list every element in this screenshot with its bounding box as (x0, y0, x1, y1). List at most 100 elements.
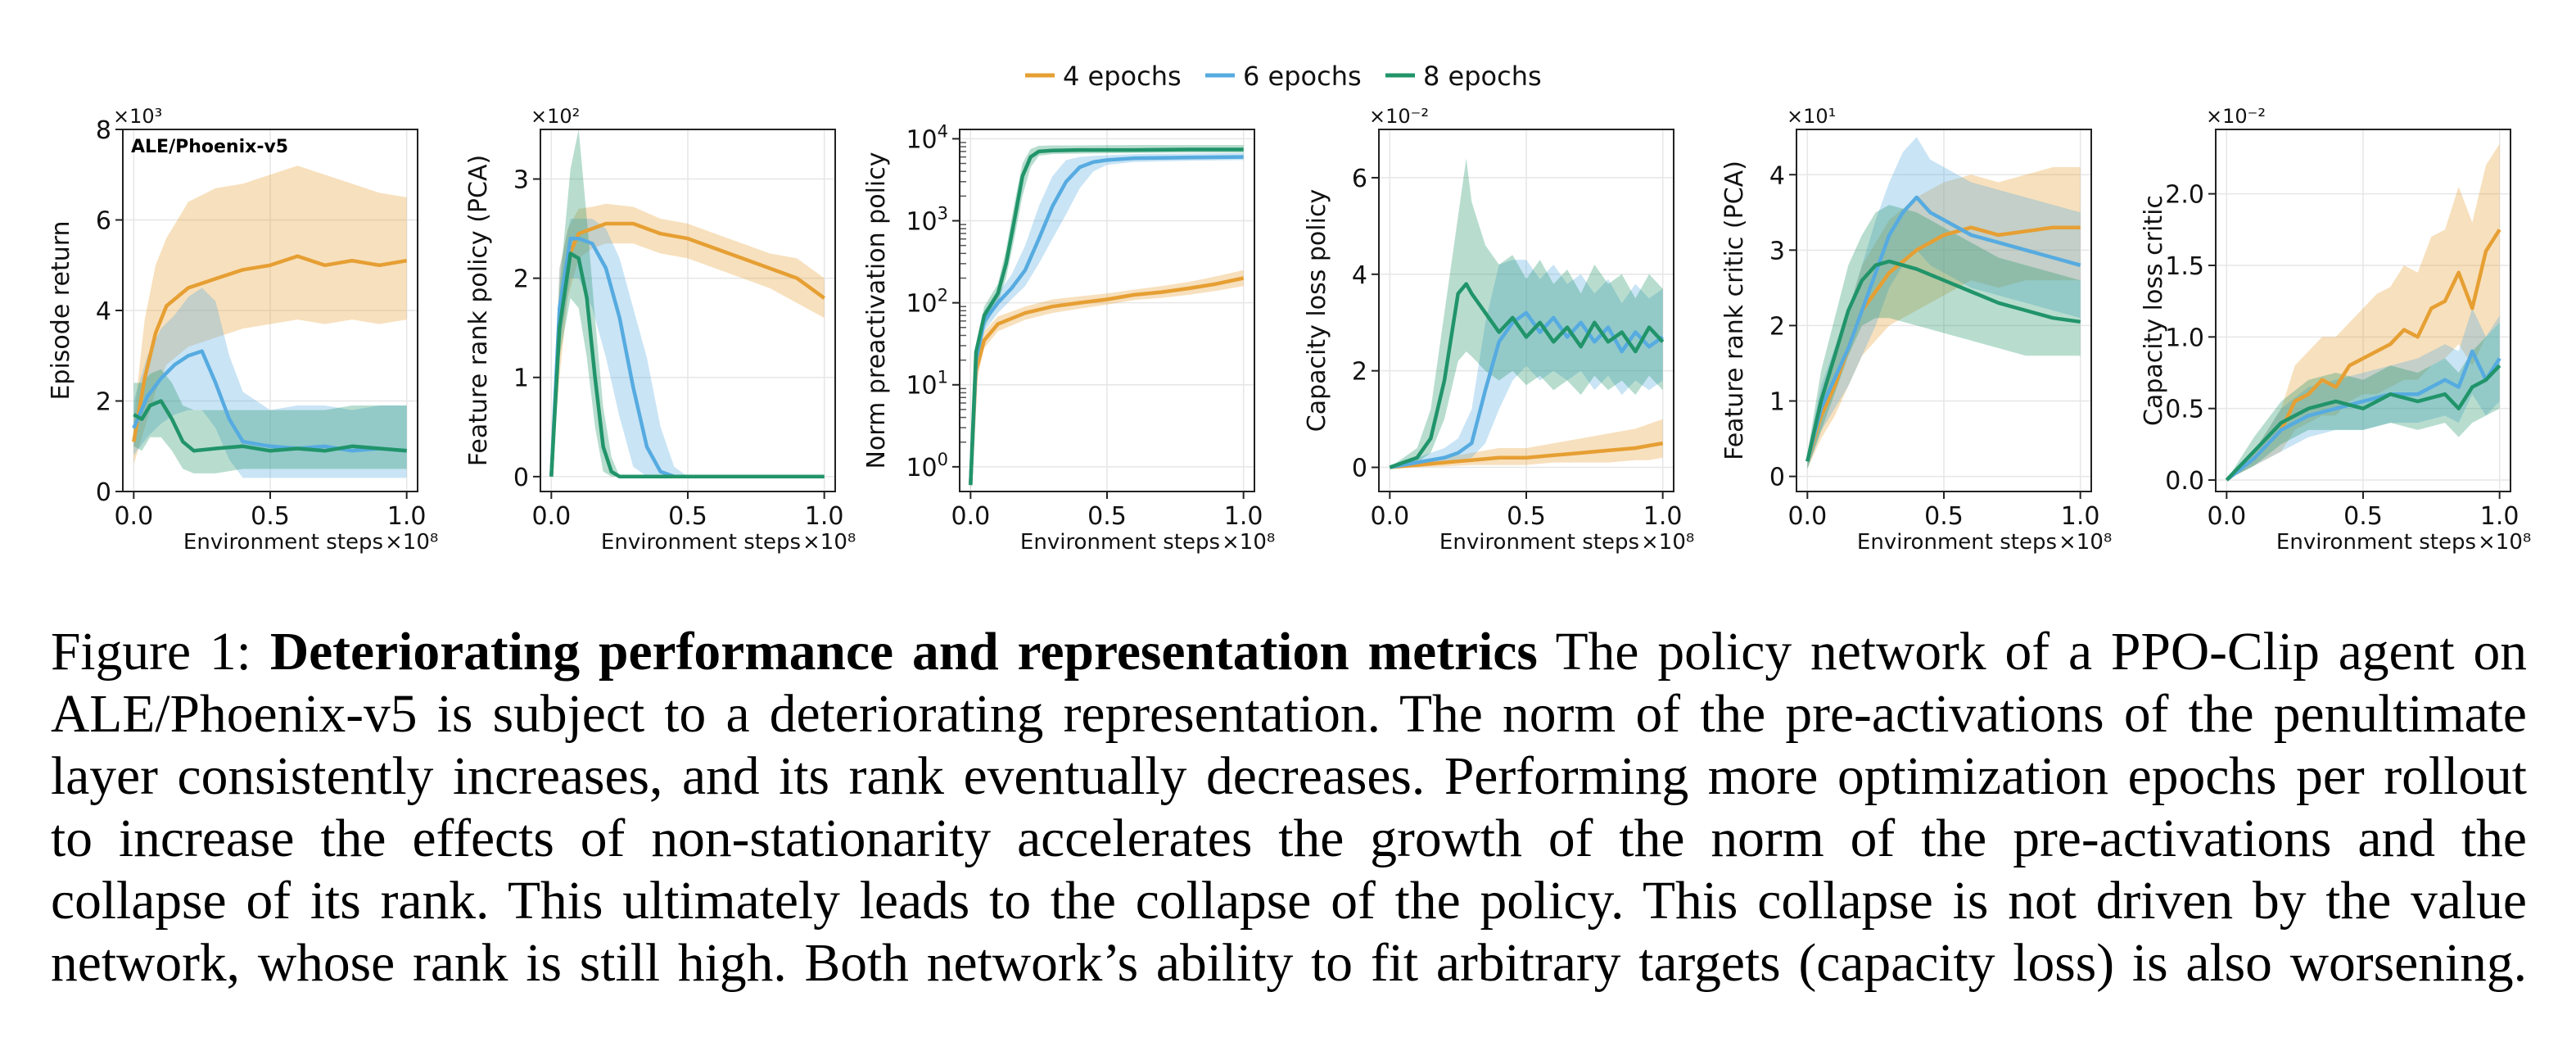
x-axis-label: Environment steps (183, 530, 383, 555)
x-tick-label: 0.5 (1087, 502, 1127, 531)
y-tick-label: 4 (1769, 161, 1785, 190)
x-tick-label: 0.5 (251, 502, 290, 531)
y-tick-label: 2 (96, 388, 111, 417)
y-tick-label: 1.5 (2165, 252, 2204, 281)
caption-label: Figure 1: (51, 623, 251, 682)
x-multiplier: ×10⁸ (802, 530, 856, 555)
line-8-epochs (1805, 259, 2081, 462)
band-6-epochs (1390, 260, 1663, 468)
y-tick-label: 2 (513, 265, 529, 294)
chart-norm-preactivation: 0.0 0.5 1.0 100 101 102 103 104 Environment step… (862, 121, 1275, 555)
band-6-epochs (551, 219, 825, 477)
chart-capacity-loss-policy: 0.0 0.5 1.0 0 2 4 6 Environment steps ×10⁸ ×10⁻² C… (1303, 105, 1694, 555)
line-4-epochs (2225, 229, 2501, 482)
line-4-epochs (1390, 441, 1664, 469)
band-8-epochs (551, 129, 825, 477)
grid (960, 129, 1254, 491)
x-tick-label: 0.5 (1924, 502, 1964, 531)
line-4-epochs (969, 276, 1245, 486)
x-axis-label: Environment steps (1857, 530, 2057, 555)
line-6-epochs (1805, 195, 2081, 462)
y-tick-label: 0 (513, 464, 529, 492)
caption-line-6: network, whose rank is still high. Both … (51, 934, 2527, 993)
y-tick-label: 0 (1352, 455, 1367, 483)
y-tick-label: 103 (906, 204, 948, 237)
legend-label: 8 epochs (1423, 61, 1542, 92)
legend-label: 6 epochs (1243, 61, 1362, 92)
caption-line-1: Figure 1: Deteriorating performance and … (51, 621, 2527, 683)
band-4-epochs (133, 165, 407, 464)
x-tick-label: 0.0 (951, 502, 990, 531)
y-tick-label: 100 (906, 450, 948, 482)
y-tick-label: 101 (906, 368, 948, 401)
band-4-epochs (1807, 167, 2081, 469)
y-multiplier: ×10⁻² (1369, 105, 1429, 128)
x-multiplier: ×10⁸ (385, 530, 438, 555)
x-multiplier: ×10⁸ (1222, 530, 1275, 555)
line-8-epochs (549, 251, 825, 479)
y-tick-label: 4 (96, 297, 111, 326)
x-tick-label: 0.0 (1787, 502, 1827, 531)
line-4-epochs (132, 254, 408, 442)
y-multiplier: ×10³ (113, 105, 162, 128)
y-axis-label: Norm preactivation policy (862, 152, 891, 469)
x-axis-label: Environment steps (601, 530, 801, 555)
x-tick-label: 1.0 (2480, 502, 2520, 531)
y-tick-label: 1 (1769, 388, 1785, 417)
x-tick-label: 0.0 (114, 502, 153, 531)
y-axis-label: Feature rank critic (PCA) (1720, 161, 1749, 460)
caption-line-4: to increase the effects of non-stationar… (51, 809, 2527, 868)
panel-title: ALE/Phoenix-v5 (131, 137, 288, 157)
y-tick-label: 4 (1352, 261, 1367, 290)
band-6-epochs (1807, 137, 2081, 469)
x-tick-label: 0.0 (2207, 502, 2246, 531)
caption-line-3: layer consistently increases, and its ra… (51, 747, 2527, 806)
x-tick-label: 0.5 (1507, 502, 1546, 531)
x-tick-label: 1.0 (1643, 502, 1683, 531)
y-tick-label: 0.0 (2165, 467, 2204, 496)
caption-text-1: The policy network of a PPO-Clip agent o… (1555, 623, 2527, 682)
y-tick-label: 1 (513, 365, 529, 393)
band-6-epochs (2226, 308, 2500, 480)
figure-panels: 4 epochs 6 epochs 8 epochs 0.0 0.5 1.0 0 2 4 6 8 E… (47, 61, 2531, 555)
x-tick-label: 0.0 (531, 502, 571, 531)
legend-label: 4 epochs (1063, 61, 1182, 92)
chart-episode-return: 0.0 0.5 1.0 0 2 4 6 8 Environment steps ×10⁸ ×10³ E… (47, 105, 438, 555)
line-4-epochs (1805, 225, 2081, 462)
y-tick-label: 0.5 (2165, 396, 2204, 424)
x-multiplier: ×10⁸ (2478, 530, 2531, 555)
x-multiplier: ×10⁸ (1641, 530, 1694, 555)
y-tick-label: 3 (1769, 237, 1785, 265)
x-axis-label: Environment steps (1020, 530, 1220, 555)
band-4-epochs (551, 203, 825, 477)
x-tick-label: 1.0 (805, 502, 844, 531)
y-axis-label: Feature rank policy (PCA) (464, 155, 493, 466)
band-4-epochs (2226, 143, 2500, 480)
x-multiplier: ×10⁸ (2059, 530, 2112, 555)
x-tick-label: 1.0 (2061, 502, 2100, 531)
y-tick-label: 102 (906, 286, 948, 319)
legend-item-3: 8 epochs (1385, 61, 1542, 92)
y-axis-label: Capacity loss policy (1303, 189, 1331, 432)
y-tick-label: 104 (906, 121, 948, 154)
y-axis-label: Episode return (47, 220, 75, 400)
y-tick-label: 0 (1769, 464, 1785, 492)
y-tick-label: 2.0 (2165, 181, 2204, 210)
legend-item-1: 4 epochs (1025, 61, 1182, 92)
caption-line-2: ALE/Phoenix-v5 is subject to a deteriora… (51, 685, 2527, 744)
x-tick-label: 1.0 (387, 502, 427, 531)
x-axis-label: Environment steps (1439, 530, 1639, 555)
legend-item-2: 6 epochs (1205, 61, 1362, 92)
line-8-epochs (969, 147, 1244, 486)
y-tick-label: 3 (513, 166, 529, 195)
line-8-epochs (133, 399, 407, 453)
y-multiplier: ×10² (531, 105, 580, 128)
y-tick-label: 6 (1352, 165, 1367, 193)
chart-capacity-loss-critic: 0.0 0.5 1.0 0.0 0.5 1.0 1.5 2.0 Environment step… (2140, 105, 2531, 555)
line-6-epochs (969, 155, 1244, 486)
y-axis-label: Capacity loss critic (2140, 195, 2168, 426)
band-6-epochs (133, 288, 407, 478)
caption-bold-title: Deteriorating performance and representa… (269, 623, 1538, 682)
y-tick-label: 6 (96, 207, 111, 236)
